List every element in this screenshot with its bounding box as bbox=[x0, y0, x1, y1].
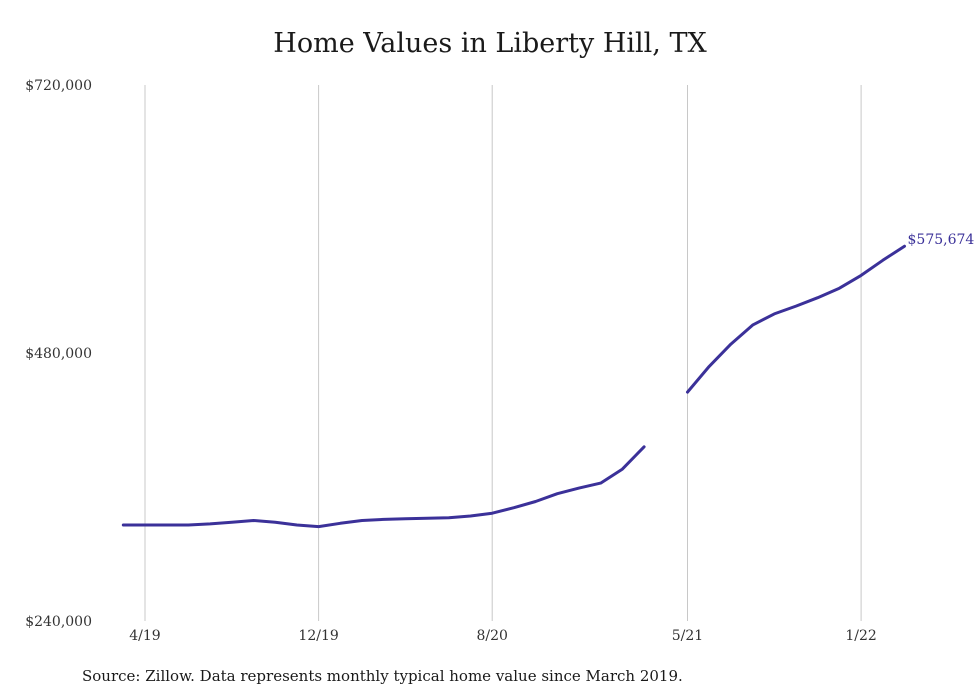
chart-title: Home Values in Liberty Hill, TX bbox=[273, 28, 707, 59]
x-tick-label: 1/22 bbox=[845, 628, 876, 644]
source-note: Source: Zillow. Data represents monthly … bbox=[82, 667, 683, 685]
series-lines bbox=[121, 244, 906, 529]
x-tick-label: 12/19 bbox=[298, 628, 338, 644]
x-tick-label: 5/21 bbox=[672, 628, 703, 644]
series-line-segment-2 bbox=[686, 244, 906, 394]
x-axis-ticks: 4/19 12/19 8/20 5/21 1/22 bbox=[129, 628, 877, 644]
x-tick-label: 4/19 bbox=[129, 628, 160, 644]
gridlines bbox=[144, 85, 862, 621]
x-tick-label: 8/20 bbox=[476, 628, 507, 644]
y-tick-label: $240,000 bbox=[25, 614, 92, 630]
series-line-segment-1 bbox=[121, 445, 646, 529]
end-value-label: $575,674 bbox=[908, 232, 975, 248]
y-axis-ticks: $240,000 $480,000 $720,000 bbox=[25, 78, 92, 630]
y-tick-label: $480,000 bbox=[25, 346, 92, 362]
y-tick-label: $720,000 bbox=[25, 78, 92, 94]
